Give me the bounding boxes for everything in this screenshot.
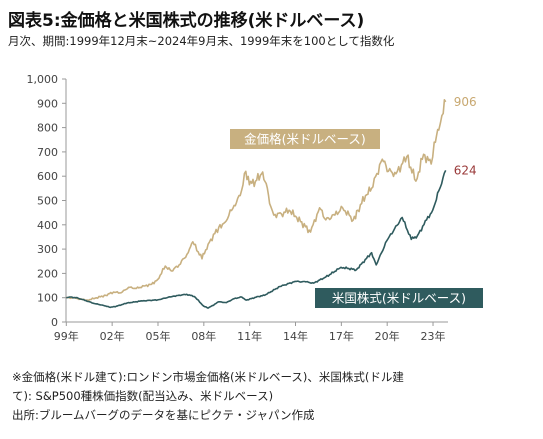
x-tick-label: 23年: [421, 329, 446, 343]
chart-title: 図表5:金価格と米国株式の推移(米ドルベース): [8, 11, 365, 31]
y-tick-label: 300: [37, 243, 58, 256]
footnotes: ※金価格(米ドル建て):ロンドン市場金価格(米ドルベース)、米国株式(ドル建 て…: [12, 368, 540, 425]
series-label-box: [230, 129, 380, 149]
x-tick-label: 14年: [283, 329, 308, 343]
footnote-line: て): S&P500種株価指数(配当込み、米ドルベース): [12, 389, 274, 403]
footnote-line: 出所:ブルームバーグのデータを基にピクテ・ジャパン作成: [12, 408, 315, 422]
y-tick-label: 500: [37, 195, 58, 208]
series-line: [66, 99, 447, 302]
y-tick-label: 900: [37, 97, 58, 110]
series-label-box: [315, 288, 483, 308]
x-tick-label: 20年: [375, 329, 400, 343]
x-tick-label: 99年: [54, 329, 79, 343]
x-tick-label: 17年: [329, 329, 354, 343]
chart-subtitle: 月次、期間:1999年12月末~2024年9月末、1999年末を100として指数…: [8, 34, 395, 48]
y-tick-label: 0: [51, 316, 58, 329]
end-value-label: 906: [454, 95, 477, 109]
series-label: 金価格(米ドルベース): [244, 132, 366, 147]
line-chart: 0 100 200 300 400 500 600 700 800 900 1,000 99年 02年 0…: [27, 73, 483, 343]
x-tick-label: 11年: [237, 329, 262, 343]
x-tick-label: 08年: [191, 329, 216, 343]
y-tick-label: 100: [37, 292, 58, 305]
y-tick-label: 200: [37, 267, 58, 280]
y-tick-label: 700: [37, 146, 58, 159]
series-line: [66, 170, 447, 309]
y-tick-label: 800: [37, 122, 58, 135]
footnote-line: ※金価格(米ドル建て):ロンドン市場金価格(米ドルベース)、米国株式(ドル建: [12, 370, 404, 384]
y-tick-label: 400: [37, 219, 58, 232]
series-label: 米国株式(米ドルベース): [332, 291, 466, 306]
x-tick-label: 02年: [100, 329, 125, 343]
end-value-label: 624: [454, 163, 477, 177]
y-tick-label: 1,000: [27, 73, 59, 86]
x-tick-label: 05年: [145, 329, 170, 343]
y-tick-label: 600: [37, 170, 58, 183]
